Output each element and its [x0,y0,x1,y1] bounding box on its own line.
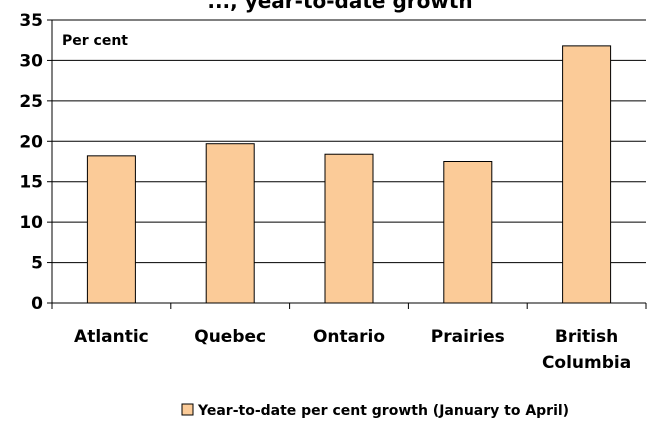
y-tick-label: 30 [19,51,43,71]
x-axis: Atlantic Quebec Ontario Prairies British Colu… [51,302,647,373]
bar-quebec [205,143,255,304]
bar-british-columbia [562,45,612,304]
bar-ontario [324,153,374,304]
bar-atlantic [86,155,136,304]
y-tick-label: 0 [31,294,43,314]
legend: Year-to-date per cent growth (January to… [181,403,569,419]
x-category-label: Quebec [194,327,266,347]
y-tick-label: 25 [19,92,43,112]
bar-prairies [443,161,493,304]
legend-swatch [181,403,194,416]
y-axis: 0 5 10 15 20 25 30 35 [19,11,53,314]
y-tick-label: 5 [31,254,43,274]
y-tick-label: 20 [19,132,43,152]
legend-label: Year-to-date per cent growth (January to… [197,403,569,419]
y-tick-label: 10 [19,213,43,233]
y-tick-label: 15 [19,173,43,193]
y-tick-label: 35 [19,11,43,31]
bars [86,45,612,304]
x-category-label: Ontario [313,327,385,347]
y-axis-label: Per cent [62,33,128,49]
x-category-label: British Columbia [542,327,631,373]
x-category-label: Atlantic [74,327,149,347]
x-category-label: Prairies [431,327,505,347]
chart-title: ..., year-to-date growth [207,0,472,13]
